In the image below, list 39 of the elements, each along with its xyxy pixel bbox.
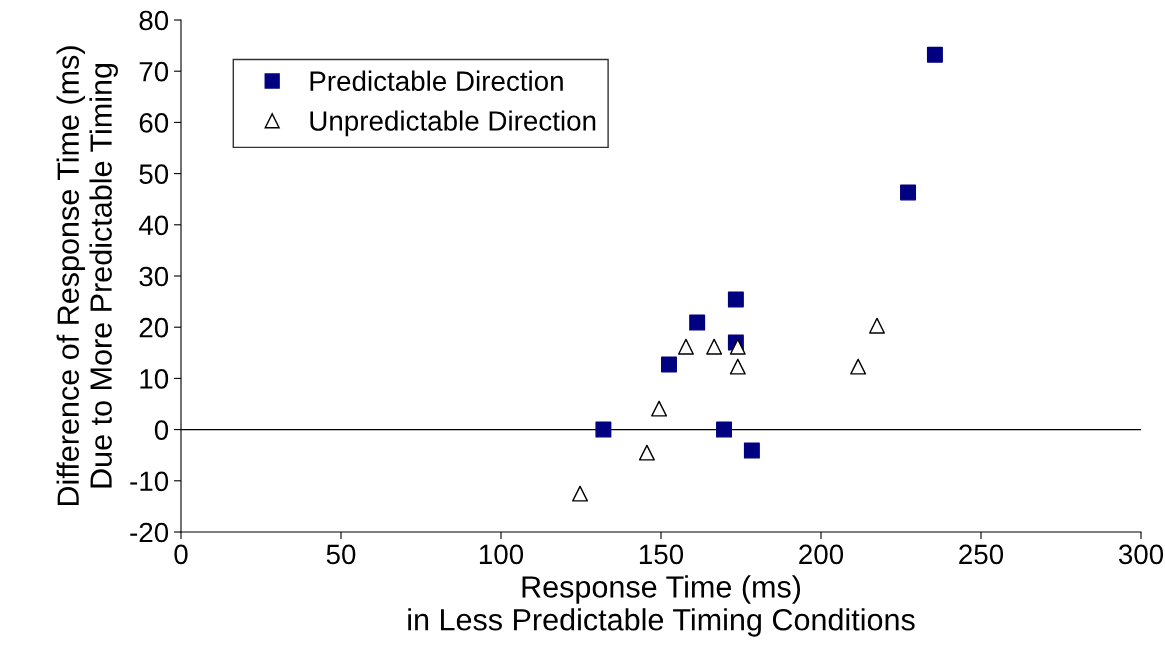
point (595, 421, 612, 438)
point (677, 338, 694, 355)
y-tick-label: 70 (139, 61, 169, 82)
x-tick-label: 200 (799, 544, 844, 565)
y-tick-label: -20 (130, 522, 169, 543)
y-tick-label: 20 (139, 317, 169, 338)
x-tick-label: 50 (326, 544, 356, 565)
y-axis-title: Difference of Response Time (ms) Due to More Predictable Timing (56, 46, 118, 506)
y-tick-label: 30 (139, 266, 169, 287)
x-axis-title: Response Time (ms) in Less Predictable Timing Conditions (408, 575, 915, 637)
point (850, 358, 867, 375)
point (572, 485, 589, 502)
x-tick-label: 250 (959, 544, 1004, 565)
y-tick-label: 50 (139, 164, 169, 184)
point (729, 338, 746, 355)
y-tick-label: -10 (130, 471, 169, 492)
point (727, 291, 744, 308)
point (900, 184, 917, 201)
point (706, 338, 723, 355)
point (869, 317, 885, 334)
point (926, 46, 943, 63)
y-tick-label: 80 (139, 10, 169, 31)
legend-label: Unpredictable Direction (310, 110, 596, 137)
y-tick-label: 40 (138, 215, 169, 236)
point (729, 358, 746, 375)
point (651, 400, 668, 417)
legend-label: Predictable Direction (310, 70, 563, 91)
point (661, 356, 677, 373)
y-tick-label: 10 (140, 369, 169, 389)
point (743, 442, 760, 459)
point (716, 421, 733, 438)
x-tick-label: 150 (639, 544, 684, 565)
x-tick-label: 300 (1118, 544, 1164, 565)
y-tick-label: 60 (139, 113, 169, 133)
y-tick-label: 0 (154, 420, 169, 440)
point (689, 314, 706, 331)
x-tick-label: 100 (479, 544, 524, 565)
x-tick-label: 0 (174, 544, 188, 565)
point (638, 444, 655, 461)
